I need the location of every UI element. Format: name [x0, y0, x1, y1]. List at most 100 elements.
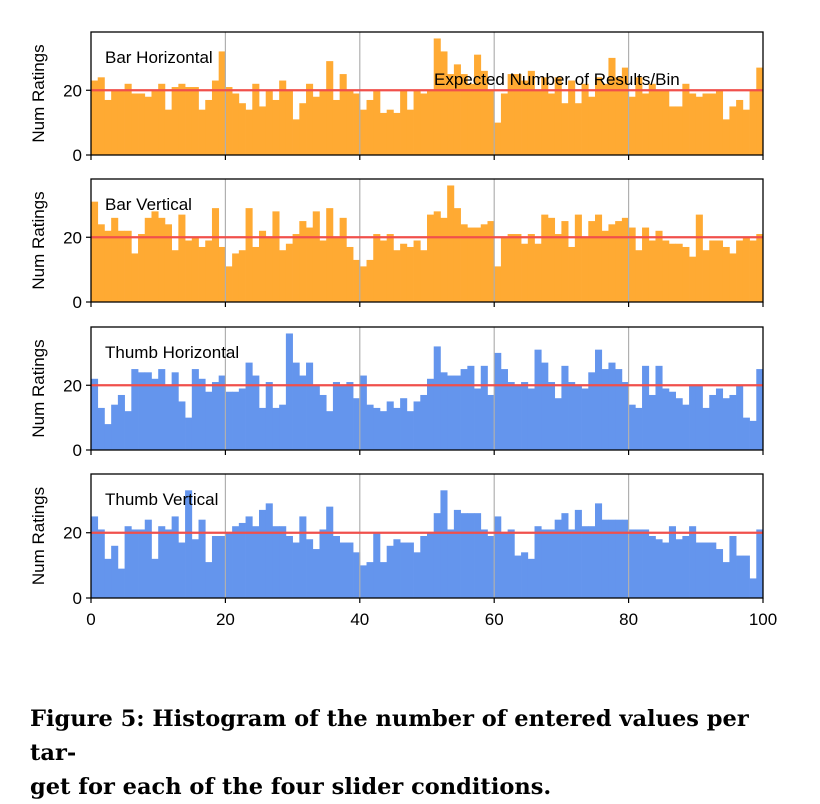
- bar: [299, 516, 307, 598]
- bar: [487, 221, 495, 302]
- bar: [406, 542, 414, 598]
- bar: [151, 558, 159, 598]
- bar: [232, 253, 240, 302]
- bar: [359, 565, 367, 598]
- bar: [561, 365, 569, 450]
- bar: [413, 240, 421, 302]
- bar: [319, 240, 327, 302]
- bar: [238, 522, 246, 598]
- bar: [366, 404, 374, 450]
- bar: [144, 519, 152, 598]
- bar: [386, 401, 394, 450]
- bar: [97, 224, 105, 302]
- bar: [164, 109, 172, 155]
- bar: [359, 375, 367, 450]
- bar: [608, 57, 616, 155]
- bar: [379, 411, 388, 450]
- bar: [124, 230, 132, 302]
- bar: [259, 407, 267, 450]
- bar: [211, 536, 220, 598]
- bar: [662, 388, 670, 450]
- bar: [433, 38, 441, 155]
- bar: [232, 93, 240, 155]
- bar: [111, 217, 119, 302]
- bar: [500, 93, 508, 155]
- bar: [265, 382, 273, 450]
- x-tick-label: 40: [350, 610, 369, 629]
- bar: [326, 411, 334, 450]
- bar: [427, 532, 435, 598]
- bar: [500, 369, 508, 450]
- bar: [131, 253, 139, 302]
- bar: [628, 96, 636, 155]
- bar: [332, 237, 340, 302]
- bar: [447, 74, 455, 155]
- bar: [252, 246, 260, 302]
- bar: [749, 578, 757, 598]
- bar: [433, 513, 441, 598]
- bar: [729, 394, 737, 450]
- bar: [494, 352, 502, 450]
- bars: [91, 333, 764, 450]
- bar: [346, 542, 354, 598]
- plot-frame: [90, 178, 764, 303]
- bar: [601, 369, 609, 450]
- bar: [211, 382, 220, 450]
- bar: [400, 243, 408, 302]
- bar: [547, 93, 556, 155]
- bar: [642, 365, 650, 450]
- bar: [534, 526, 542, 598]
- bar: [111, 90, 119, 155]
- bar: [675, 243, 683, 302]
- bar: [460, 369, 468, 450]
- bar: [433, 211, 441, 302]
- bar: [749, 240, 757, 302]
- bar: [668, 243, 676, 302]
- bar: [272, 526, 280, 598]
- panel-title: Bar Horizontal: [105, 48, 213, 67]
- bar: [151, 90, 159, 155]
- bar: [736, 555, 744, 598]
- bar: [104, 424, 112, 450]
- bar: [332, 382, 340, 450]
- bar: [507, 234, 515, 302]
- bar: [379, 562, 388, 598]
- bar: [400, 398, 408, 450]
- bar: [359, 109, 367, 155]
- bar: [500, 237, 508, 302]
- bar: [379, 240, 388, 302]
- bar: [124, 411, 132, 450]
- bar: [682, 246, 690, 302]
- bar: [554, 398, 562, 450]
- bar: [635, 77, 643, 155]
- bar: [178, 401, 186, 450]
- bar: [191, 369, 199, 450]
- bar: [467, 513, 475, 598]
- bar: [285, 536, 293, 598]
- bar: [245, 109, 253, 155]
- bar: [460, 224, 468, 302]
- bar: [621, 217, 629, 302]
- bar: [232, 526, 240, 598]
- bar: [400, 90, 408, 155]
- bar: [635, 407, 643, 450]
- bar: [111, 404, 119, 450]
- y-tick-label: 20: [63, 228, 82, 247]
- bar: [695, 96, 703, 155]
- bar: [353, 552, 361, 598]
- bar: [507, 382, 515, 450]
- bar: [218, 51, 226, 155]
- bar: [131, 93, 139, 155]
- bar: [722, 119, 730, 155]
- x-tick-label: 20: [216, 610, 235, 629]
- bar: [595, 214, 603, 302]
- bar: [138, 93, 146, 155]
- bar: [487, 90, 495, 155]
- bar: [353, 398, 361, 450]
- y-tick-label: 0: [73, 589, 82, 608]
- bar: [561, 221, 569, 302]
- bar: [615, 221, 623, 302]
- bar: [400, 542, 408, 598]
- bar: [346, 382, 354, 450]
- y-tick-label: 0: [73, 293, 82, 312]
